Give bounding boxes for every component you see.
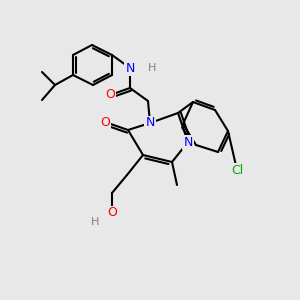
- Text: N: N: [145, 116, 155, 130]
- Text: Cl: Cl: [231, 164, 243, 176]
- Text: H: H: [148, 63, 156, 73]
- Text: O: O: [105, 88, 115, 101]
- Text: N: N: [125, 61, 135, 74]
- Text: O: O: [107, 206, 117, 220]
- Text: N: N: [183, 136, 193, 148]
- Text: H: H: [91, 217, 99, 227]
- Text: O: O: [100, 116, 110, 128]
